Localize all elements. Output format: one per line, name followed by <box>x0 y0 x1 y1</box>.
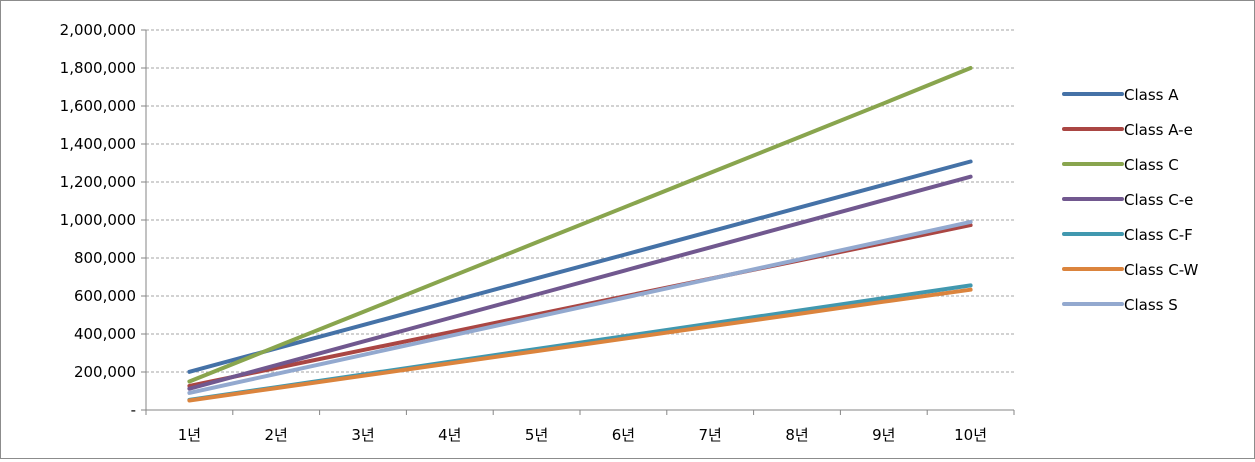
y-tick-label: 1,400,000 <box>60 135 136 153</box>
x-tick-label: 7년 <box>699 426 722 444</box>
series-line <box>187 174 973 391</box>
legend-label: Class A-e <box>1124 121 1193 139</box>
series-line <box>187 287 973 403</box>
y-tick-label: 600,000 <box>74 287 136 305</box>
x-tick-label: 4년 <box>438 426 461 444</box>
x-tick-label: 1년 <box>178 426 201 444</box>
series-line <box>187 159 973 374</box>
y-tick-label: - <box>131 401 136 419</box>
y-tick-label: 1,800,000 <box>60 59 136 77</box>
x-tick-label: 9년 <box>872 426 895 444</box>
legend-label: Class A <box>1124 86 1179 104</box>
y-tick-label: 800,000 <box>74 249 136 267</box>
x-tick-label: 5년 <box>525 426 548 444</box>
x-tick-label: 8년 <box>785 426 808 444</box>
legend-label: Class C <box>1124 156 1179 174</box>
legend-label: Class C-e <box>1124 191 1193 209</box>
x-tick-label: 6년 <box>612 426 635 444</box>
y-tick-label: 2,000,000 <box>60 21 136 39</box>
y-tick-label: 400,000 <box>74 325 136 343</box>
series-line <box>187 219 973 395</box>
legend-label: Class C-W <box>1124 261 1199 279</box>
x-tick-label: 10년 <box>954 426 987 444</box>
x-tick-label: 2년 <box>265 426 288 444</box>
x-tick-label: 3년 <box>351 426 374 444</box>
y-tick-label: 200,000 <box>74 363 136 381</box>
y-tick-label: 1,200,000 <box>60 173 136 191</box>
series-line <box>187 66 973 384</box>
legend-label: Class S <box>1124 296 1178 314</box>
y-tick-label: 1,000,000 <box>60 211 136 229</box>
legend-label: Class C-F <box>1124 226 1193 244</box>
y-tick-label: 1,600,000 <box>60 97 136 115</box>
